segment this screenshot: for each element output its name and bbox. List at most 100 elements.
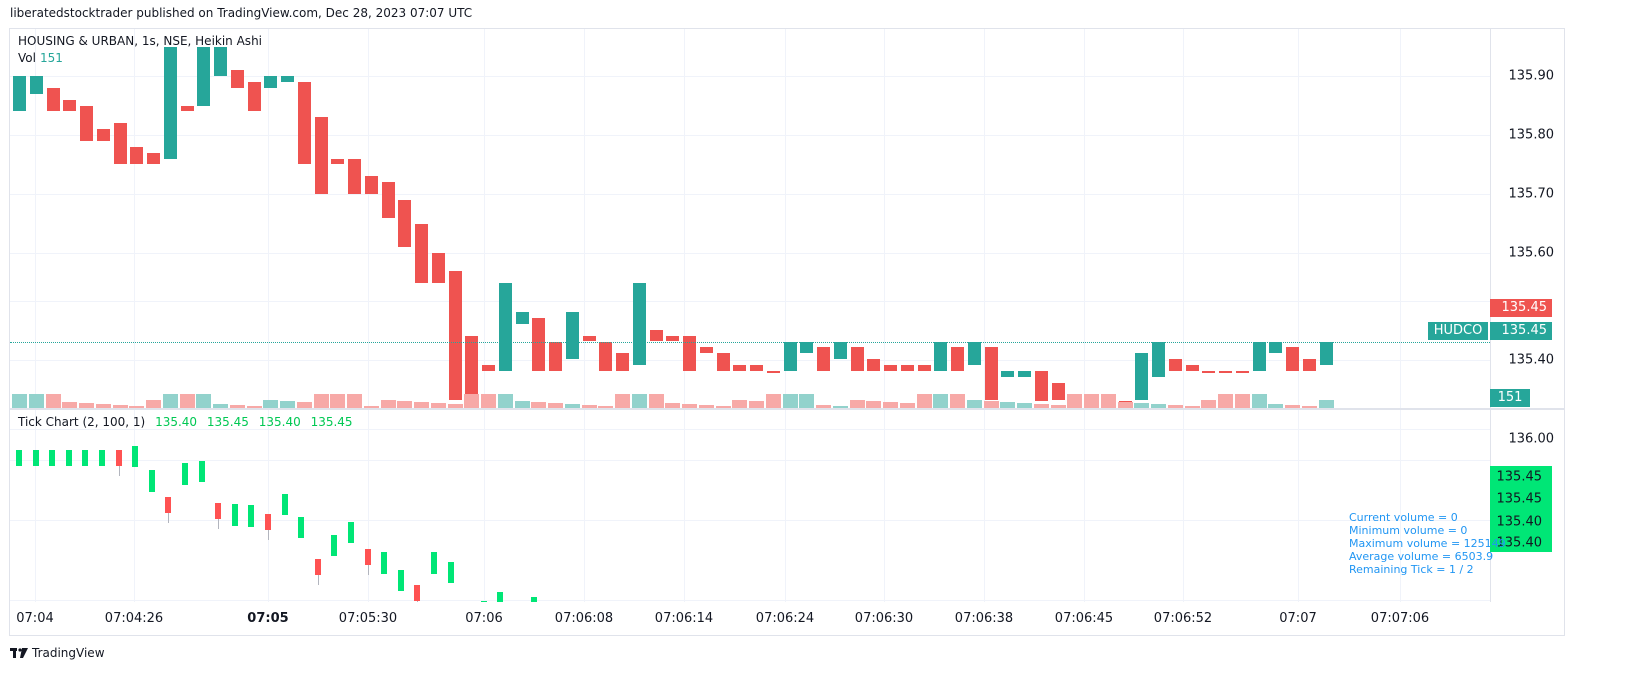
time-label: 07:04 <box>16 611 54 626</box>
heikin-ashi-candle <box>867 359 881 371</box>
tradingview-branding[interactable]: TradingView <box>10 646 105 660</box>
volume-bar <box>62 402 78 408</box>
heikin-ashi-candle <box>967 341 981 366</box>
tick-price-box: 135.45 135.45 135.40 135.40 <box>1490 466 1552 552</box>
price-pane[interactable] <box>10 29 1490 408</box>
volume-legend[interactable]: Vol 151 <box>18 51 63 65</box>
volume-bar <box>414 402 429 408</box>
volume-bar <box>45 394 61 408</box>
heikin-ashi-candle <box>264 76 278 88</box>
volume-bar <box>397 401 413 408</box>
grid-line <box>368 410 369 602</box>
volume-bar <box>1167 405 1183 408</box>
heikin-ashi-candle <box>766 371 780 373</box>
price-label: 135.70 <box>1508 186 1555 202</box>
heikin-ashi-candle <box>1118 400 1132 403</box>
heikin-ashi-candle <box>13 76 26 112</box>
tick-candle <box>32 449 39 466</box>
time-axis[interactable]: 07:04 07:04:26 07:05 07:05:30 07:06 07:06:08 0… <box>10 602 1490 635</box>
heikin-ashi-candle <box>465 335 479 401</box>
grid-line <box>484 29 485 408</box>
grid-line <box>684 29 685 408</box>
tick-candle <box>431 552 437 574</box>
heikin-ashi-candle <box>1152 341 1165 377</box>
volume-bar <box>564 404 580 408</box>
price-label: 135.40 <box>1508 352 1555 368</box>
tick-candle <box>82 449 89 466</box>
volume-bar <box>313 394 329 408</box>
heikin-ashi-candle <box>1185 365 1199 371</box>
time-label: 07:06 <box>465 611 503 626</box>
tick-candle <box>281 493 288 516</box>
volume-bar <box>916 394 932 408</box>
price-axis[interactable]: 135.90 135.80 135.70 135.60 135.40 <box>1490 29 1564 408</box>
heikin-ashi-candle <box>230 70 244 88</box>
publish-attribution: liberatedstocktrader published on Tradin… <box>10 6 473 20</box>
tick-candle <box>298 516 305 539</box>
grid-line <box>484 410 485 602</box>
heikin-ashi-candle <box>800 341 814 354</box>
grid-line <box>1298 29 1299 408</box>
heikin-ashi-candle <box>900 365 914 371</box>
tick-open: 135.40 <box>155 415 198 429</box>
symbol-legend[interactable]: HOUSING & URBAN, 1s, NSE, Heikin Ashi <box>18 34 262 48</box>
heikin-ashi-candle <box>247 81 261 112</box>
symbol-tag[interactable]: HUDCO <box>1428 322 1488 340</box>
symbol-title: HOUSING & URBAN, 1s, NSE, Heikin Ashi <box>18 34 263 48</box>
tick-box-value: 135.40 <box>1496 535 1543 551</box>
tick-candle <box>530 596 537 602</box>
volume-bar <box>1050 405 1066 408</box>
heikin-ashi-candle <box>331 158 345 165</box>
volume-label: Vol <box>18 51 36 65</box>
volume-bar <box>330 394 346 408</box>
heikin-ashi-candle <box>515 312 529 324</box>
volume-bar <box>866 401 882 408</box>
grid-line <box>10 301 1490 302</box>
tick-candle <box>397 569 404 591</box>
grid-line <box>584 410 585 602</box>
tick-candle-wick <box>168 513 170 524</box>
volume-bar <box>782 394 798 408</box>
tick-box-value: 135.45 <box>1496 491 1543 507</box>
heikin-ashi-candle <box>147 152 160 165</box>
heikin-ashi-candle <box>549 341 562 371</box>
heikin-ashi-candle <box>297 81 311 165</box>
heikin-ashi-candle <box>1135 353 1149 401</box>
grid-line <box>884 29 885 408</box>
volume-bar <box>765 394 781 408</box>
time-label: 07:05 <box>247 611 289 626</box>
heikin-ashi-candle <box>381 182 395 218</box>
heikin-ashi-candle <box>1302 359 1316 371</box>
tick-chart-pane[interactable] <box>10 410 1490 602</box>
time-label: 07:06:24 <box>755 611 815 626</box>
volume-bar <box>816 405 831 408</box>
grid-line <box>1298 410 1299 602</box>
last-price-line <box>10 341 1490 343</box>
tick-close: 135.45 <box>310 415 353 429</box>
tick-candle <box>248 505 255 527</box>
grid-line <box>984 410 985 602</box>
grid-line <box>1084 29 1085 408</box>
time-label: 07:06:45 <box>1054 611 1114 626</box>
volume-bar <box>263 400 279 408</box>
tick-candle-wick <box>317 574 319 585</box>
tick-chart-legend[interactable]: Tick Chart (2, 100, 1) 135.40 135.45 135… <box>18 415 353 429</box>
grid-line <box>884 410 885 602</box>
tradingview-label: TradingView <box>32 646 105 660</box>
heikin-ashi-candle <box>884 365 897 371</box>
grid-line <box>268 410 269 602</box>
heikin-ashi-candle <box>46 87 60 112</box>
time-label: 07:06:38 <box>954 611 1014 626</box>
volume-bar <box>79 403 94 408</box>
heikin-ashi-candle <box>1269 341 1283 354</box>
tick-candle <box>265 513 271 530</box>
heikin-ashi-candle <box>616 353 629 371</box>
heikin-ashi-candle <box>833 341 847 360</box>
last-price-tag: 135.45 <box>1490 322 1552 340</box>
volume-bar <box>1100 394 1116 408</box>
heikin-ashi-candle <box>582 335 596 342</box>
time-label: 07:06:52 <box>1153 611 1213 626</box>
pane-separator[interactable] <box>10 408 1564 410</box>
heikin-ashi-candle <box>666 335 680 342</box>
tick-candle-wick <box>417 600 419 602</box>
